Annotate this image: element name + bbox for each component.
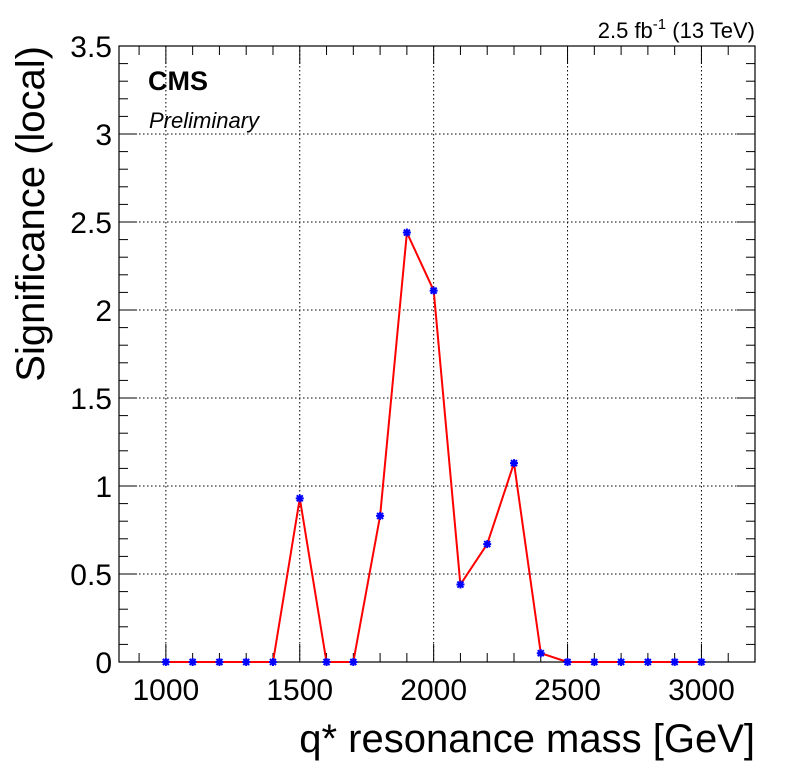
data-point bbox=[536, 649, 545, 658]
luminosity-label: 2.5 fb-1 (13 TeV) bbox=[598, 16, 755, 43]
x-tick-label: 2000 bbox=[400, 674, 467, 707]
data-point bbox=[349, 658, 358, 666]
lumi-energy: (13 TeV) bbox=[666, 18, 755, 43]
data-point bbox=[242, 658, 251, 666]
grid bbox=[119, 46, 755, 662]
y-tick-label: 2.5 bbox=[70, 207, 112, 240]
y-tick-label: 3 bbox=[95, 119, 112, 152]
x-tick-label: 2500 bbox=[534, 674, 601, 707]
y-tick-label: 1 bbox=[95, 471, 112, 504]
data-point bbox=[161, 658, 170, 666]
data-point bbox=[670, 658, 679, 666]
data-point bbox=[376, 511, 385, 520]
x-tick-label: 3000 bbox=[668, 674, 735, 707]
data-point bbox=[268, 658, 277, 666]
lumi-value: 2.5 fb bbox=[598, 18, 653, 43]
y-tick-label: 1.5 bbox=[70, 383, 112, 416]
data-point bbox=[509, 459, 518, 468]
y-tick-label: 2 bbox=[95, 295, 112, 328]
data-point bbox=[188, 658, 197, 666]
data-point bbox=[483, 540, 492, 549]
axis-ticks bbox=[119, 45, 756, 663]
lumi-exponent: -1 bbox=[653, 16, 666, 33]
data-point bbox=[456, 580, 465, 589]
series bbox=[161, 228, 706, 666]
data-point bbox=[322, 658, 331, 666]
y-tick-label: 3.5 bbox=[70, 31, 112, 64]
data-point bbox=[590, 658, 599, 666]
plot-frame bbox=[118, 45, 756, 663]
x-axis-title: q* resonance mass [GeV] bbox=[299, 717, 755, 761]
data-point bbox=[617, 658, 626, 666]
preliminary-label: Preliminary bbox=[149, 108, 261, 133]
data-point bbox=[563, 658, 572, 666]
data-point bbox=[643, 658, 652, 666]
cms-label: CMS bbox=[148, 66, 208, 96]
y-axis-title: Significance (local) bbox=[9, 46, 53, 382]
tick-labels: 1000 1500 2000 2500 3000 0 0.5 1 1.5 2 2.5 3 3.5 bbox=[70, 31, 735, 707]
x-tick-label: 1000 bbox=[132, 674, 199, 707]
y-tick-label: 0 bbox=[95, 647, 112, 680]
y-tick-label: 0.5 bbox=[70, 559, 112, 592]
data-point bbox=[215, 658, 224, 666]
x-tick-label: 1500 bbox=[266, 674, 333, 707]
data-point bbox=[295, 494, 304, 503]
data-point bbox=[429, 286, 438, 295]
data-point bbox=[402, 228, 411, 237]
data-point bbox=[697, 658, 706, 666]
